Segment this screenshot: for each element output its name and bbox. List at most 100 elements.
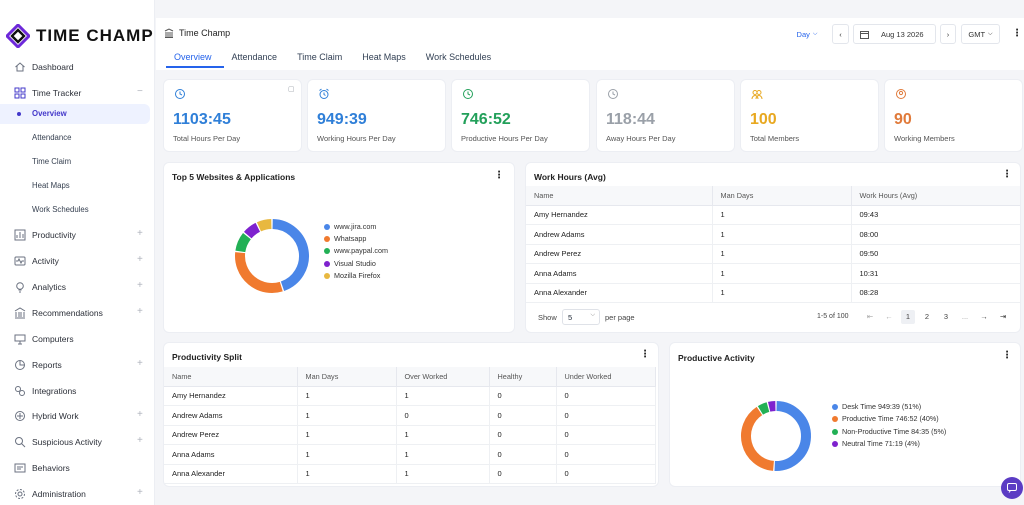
next-date-button[interactable]: › (940, 24, 956, 44)
sidebar-item-behaviors[interactable]: Behaviors (0, 458, 155, 478)
tab-overview[interactable]: Overview (166, 52, 224, 68)
sidebar-subitem-attendance[interactable]: Attendance (0, 128, 155, 148)
panel-title: Top 5 Websites & Applications (172, 172, 296, 182)
column-header-man-days[interactable]: Man Days (712, 186, 852, 206)
sidebar-subitem-work-schedules[interactable]: Work Schedules (0, 200, 155, 220)
donut-slice-non-productive-time[interactable] (757, 402, 770, 415)
tab-heat-maps[interactable]: Heat Maps (362, 52, 406, 62)
expand-icon[interactable]: + (137, 228, 143, 239)
legend-item[interactable]: www.jira.com (324, 222, 376, 231)
donut-slice-desk-time[interactable] (774, 401, 811, 471)
tab-attendance[interactable]: Attendance (231, 52, 278, 62)
table-row[interactable]: Amy Hernandez 1 09:43 (526, 205, 1020, 225)
sidebar-subitem-heat-maps[interactable]: Heat Maps (0, 176, 155, 196)
donut-slice-www-paypal-com[interactable] (235, 232, 252, 253)
expand-icon[interactable]: + (137, 280, 143, 291)
more-options-icon[interactable]: ⋮ (640, 349, 650, 360)
top-websites-donut-chart[interactable] (227, 211, 317, 301)
sidebar-item-productivity[interactable]: Productivity + (0, 225, 155, 245)
logo-text: TIME CHAMP (36, 26, 154, 45)
sidebar-item-hybrid-work[interactable]: Hybrid Work + (0, 406, 155, 426)
sidebar-item-integrations[interactable]: Integrations (0, 381, 155, 401)
sidebar-item-recommendations[interactable]: Recommendations + (0, 303, 155, 323)
sidebar-item-activity[interactable]: Activity + (0, 251, 155, 271)
table-row[interactable]: Anna Alexander 1 1 0 0 (164, 464, 656, 484)
donut-slice-visual-studio[interactable] (243, 222, 261, 239)
donut-slice-www-jira-com[interactable] (272, 219, 309, 291)
column-header-name[interactable]: Name (526, 186, 713, 206)
table-row[interactable]: Anna Adams 1 10:31 (526, 263, 1020, 284)
productive-activity-donut-chart[interactable] (734, 394, 818, 478)
prev-date-button[interactable]: ‹ (832, 24, 849, 44)
legend-item[interactable]: Visual Studio (324, 259, 376, 268)
page-button-1[interactable]: 1 (901, 310, 915, 324)
sidebar-item-computers[interactable]: Computers (0, 329, 155, 349)
column-header-name[interactable]: Name (164, 367, 298, 387)
expand-icon[interactable]: + (137, 487, 143, 498)
next-page-icon[interactable]: → (980, 312, 988, 321)
cell-man-days: 1 (712, 263, 852, 284)
pie-icon (15, 360, 25, 370)
table-row[interactable]: Andrew Perez 1 09:50 (526, 244, 1020, 264)
table-row[interactable]: Andrew Adams 1 08:00 (526, 224, 1020, 245)
sidebar-item-administration[interactable]: Administration + (0, 484, 155, 504)
column-header-healthy[interactable]: Healthy (489, 367, 557, 387)
work-hours-panel: Work Hours (Avg) ⋮ Name Man Days Work Ho… (525, 162, 1021, 333)
header-more-icon[interactable]: ⋮ (1012, 28, 1022, 39)
table-row[interactable]: Amy Hernandez 1 1 0 0 (164, 386, 656, 406)
sidebar-item-reports[interactable]: Reports + (0, 355, 155, 375)
donut-slice-whatsapp[interactable] (235, 252, 283, 293)
sidebar-subitem-label: Attendance (32, 133, 72, 142)
sidebar-item-analytics[interactable]: Analytics + (0, 277, 155, 297)
legend-item[interactable]: Whatsapp (324, 234, 366, 243)
table-row[interactable]: Anna Adams 1 1 0 0 (164, 444, 656, 465)
timezone-select[interactable]: GMT ⌵ (961, 24, 1000, 44)
table-row[interactable]: Andrew Adams 1 0 0 0 (164, 405, 656, 426)
legend-item[interactable]: www.paypal.com (324, 246, 388, 255)
column-header-man-days[interactable]: Man Days (297, 367, 397, 387)
legend-item[interactable]: Desk Time 949:39 (51%) (832, 402, 921, 411)
donut-slice-productive-time[interactable] (741, 406, 775, 471)
last-page-icon[interactable]: ⇥ (999, 312, 1007, 321)
period-select[interactable]: Day ⌵ (791, 24, 823, 44)
logo[interactable]: TIME CHAMP (6, 24, 154, 48)
sidebar-item-suspicious-activity[interactable]: Suspicious Activity + (0, 432, 155, 452)
legend-item[interactable]: Productive Time 746:52 (40%) (832, 414, 939, 423)
away-clock-icon (608, 89, 618, 99)
tab-time-claim[interactable]: Time Claim (297, 52, 343, 62)
legend-item[interactable]: Mozilla Firefox (324, 271, 380, 280)
legend-item[interactable]: Neutral Time 71:19 (4%) (832, 439, 920, 448)
expand-icon[interactable]: + (137, 435, 143, 446)
column-header-under-worked[interactable]: Under Worked (556, 367, 656, 387)
pin-icon[interactable]: ▢ (288, 86, 295, 93)
page-button-2[interactable]: 2 (924, 312, 930, 321)
sidebar-item-dashboard[interactable]: Dashboard (0, 57, 155, 77)
expand-icon[interactable]: + (137, 306, 143, 317)
tab-work-schedules[interactable]: Work Schedules (425, 52, 492, 62)
page-button-3[interactable]: 3 (943, 312, 949, 321)
table-row[interactable]: Andrew Perez 1 1 0 0 (164, 425, 656, 445)
collapse-icon[interactable]: − (137, 86, 143, 97)
column-header-work-hours[interactable]: Work Hours (Avg) (851, 186, 1020, 206)
more-options-icon[interactable]: ⋮ (1002, 169, 1012, 180)
column-header-over-worked[interactable]: Over Worked (396, 367, 490, 387)
sidebar-subitem-time-claim[interactable]: Time Claim (0, 152, 155, 172)
chat-button[interactable] (1001, 477, 1023, 499)
prev-page-icon[interactable]: ← (885, 312, 893, 321)
page-size-select[interactable]: 5 ⌵ (562, 309, 600, 325)
more-options-icon[interactable]: ⋮ (494, 170, 504, 181)
donut-slice-mozilla-firefox[interactable] (256, 219, 272, 232)
legend-item[interactable]: Non-Productive Time 84:35 (5%) (832, 427, 946, 436)
table-row[interactable]: Anna Alexander 1 08:28 (526, 283, 1020, 303)
cell-under-worked: 0 (556, 464, 656, 484)
more-options-icon[interactable]: ⋮ (1002, 350, 1012, 361)
donut-slice-neutral-time[interactable] (767, 401, 776, 412)
expand-icon[interactable]: + (137, 358, 143, 369)
sidebar-item-label: Productivity (32, 230, 76, 240)
expand-icon[interactable]: + (137, 409, 143, 420)
sidebar-subitem-overview[interactable]: Overview (0, 104, 150, 124)
sidebar-item-time-tracker[interactable]: Time Tracker − (0, 83, 155, 103)
first-page-icon[interactable]: ⇤ (866, 312, 874, 321)
date-picker[interactable]: Aug 13 2026 (853, 24, 936, 44)
expand-icon[interactable]: + (137, 254, 143, 265)
